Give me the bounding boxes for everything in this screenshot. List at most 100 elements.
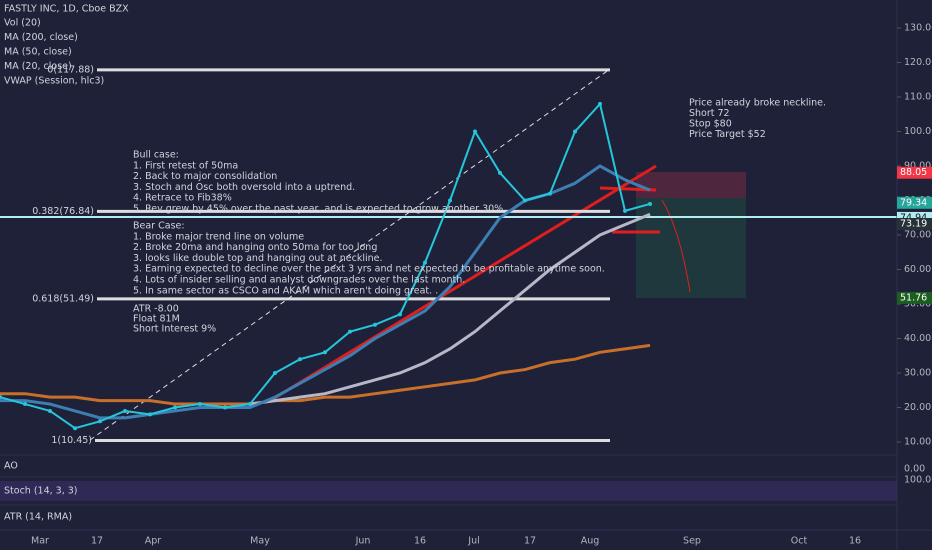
price-point [623, 208, 627, 213]
annotation: Price already broke neckline. [689, 98, 826, 109]
annotation: Short Interest 9% [133, 324, 216, 335]
legend-entry: Vol (20) [4, 18, 41, 29]
annotation: 2. Broke 20ma and hanging onto 50ma for … [133, 242, 377, 253]
price-point [73, 426, 77, 431]
price-tag [897, 166, 932, 179]
annotation: Float 81M [133, 314, 180, 325]
pane-label: AO [4, 461, 18, 472]
price-point [523, 198, 527, 203]
annotation: Bull case: [133, 150, 179, 161]
price-tag-label: 73.19 [900, 218, 927, 229]
annotation: Short 72 [689, 108, 730, 119]
price-point [173, 405, 177, 410]
legend-entry: MA (50, close) [4, 47, 72, 58]
y-tick-label: 30.00 [904, 368, 931, 379]
price-point [248, 402, 252, 407]
y-tick-label: 40.00 [904, 333, 931, 344]
stoch-band [0, 481, 897, 501]
fib-label: 0.382(76.84) [32, 206, 94, 217]
annotation: 3. Stoch and Osc both oversold into a up… [133, 182, 355, 193]
y-tick-label: 10.00 [904, 437, 931, 448]
x-tick-label: Jun [355, 536, 371, 547]
pane-scale: 0.00 [904, 464, 925, 475]
price-tag [897, 217, 932, 230]
fib-trend [89, 68, 611, 441]
price-point [148, 412, 152, 417]
price-point [373, 322, 377, 327]
price-point [98, 419, 102, 424]
price-point [573, 129, 577, 134]
fib-label: 1(10.45) [51, 435, 92, 446]
x-tick-label: Sep [683, 536, 701, 547]
x-tick-label: Jul [467, 536, 479, 547]
x-tick-label: Mar [31, 536, 49, 547]
stop-zone [636, 172, 746, 198]
annotation: ATR -8.00 [133, 304, 179, 315]
x-tick-label: May [250, 536, 270, 547]
price-point [23, 402, 27, 407]
price-tag-label: 51.76 [900, 292, 927, 303]
annotation: 1. First retest of 50ma [133, 160, 238, 171]
price-point [123, 408, 127, 413]
price-point [0, 395, 2, 400]
x-tick-label: Oct [791, 536, 808, 547]
price-point [398, 312, 402, 317]
x-tick-label: 16 [414, 536, 426, 547]
annotation: 2. Back to major consolidation [133, 171, 277, 182]
x-tick-label: Aug [581, 536, 600, 547]
legend-entry: MA (20, close) [4, 61, 72, 72]
y-tick-label: 100.00 [904, 126, 932, 137]
annotation: 3. looks like double top and hanging out… [133, 253, 383, 264]
annotation: 5. Rev grew by 45% over the past year, a… [133, 204, 503, 215]
price-point [648, 201, 652, 206]
target-zone [636, 198, 746, 298]
x-tick-label: Apr [145, 536, 162, 547]
annotation: 3. Earning expected to decline over the … [133, 264, 605, 275]
price-point [198, 402, 202, 407]
price-tag-label: 74.94 [900, 212, 927, 223]
price-point [498, 170, 502, 175]
price-point [448, 198, 452, 203]
x-tick-label: 17 [91, 536, 103, 547]
fib-label: 0.618(51.49) [32, 293, 94, 304]
y-tick-label: 130.00 [904, 23, 932, 34]
legend-entry: VWAP (Session, hlc3) [4, 76, 104, 87]
price-point [298, 357, 302, 362]
y-tick-label: 70.00 [904, 230, 931, 241]
annotation: 4. Lots of insider selling and analyst d… [133, 275, 465, 286]
y-tick-label: 120.00 [904, 57, 932, 68]
y-tick-label: 110.00 [904, 92, 932, 103]
price-tag [897, 291, 932, 304]
price-point [348, 329, 352, 334]
chart-title: FASTLY INC, 1D, Cboe BZX [4, 4, 129, 15]
y-tick-label: 20.00 [904, 402, 931, 413]
y-tick-label: 50.00 [904, 299, 931, 310]
legend-entry: MA (200, close) [4, 32, 78, 43]
pane-scale: 100.00 [904, 475, 932, 486]
price-point [473, 129, 477, 134]
annotation: 1. Broke major trend line on volume [133, 231, 304, 242]
price-point [223, 405, 227, 410]
price-point [48, 408, 52, 413]
price-point [598, 101, 602, 106]
projection [661, 199, 691, 293]
y-tick-label: 90.00 [904, 161, 931, 172]
annotation: Stop $80 [689, 119, 732, 130]
price-point [423, 260, 427, 265]
price-tag-label: 79.34 [900, 197, 927, 208]
trend-line [267, 164, 657, 404]
x-tick-label: 17 [524, 536, 536, 547]
pane-label: Stoch (14, 3, 3) [4, 486, 78, 497]
annotation: Bear Case: [133, 221, 185, 232]
moving-average [249, 212, 651, 406]
x-tick-label: 16 [849, 536, 861, 547]
fib-label: 0(117.88) [47, 64, 94, 75]
price-point [273, 371, 277, 375]
annotation: 5. In same sector as CSCO and AKAM which… [133, 285, 438, 296]
y-tick-label: 60.00 [904, 264, 931, 275]
pane-label: ATR (14, RMA) [4, 512, 72, 523]
moving-average [0, 343, 651, 406]
